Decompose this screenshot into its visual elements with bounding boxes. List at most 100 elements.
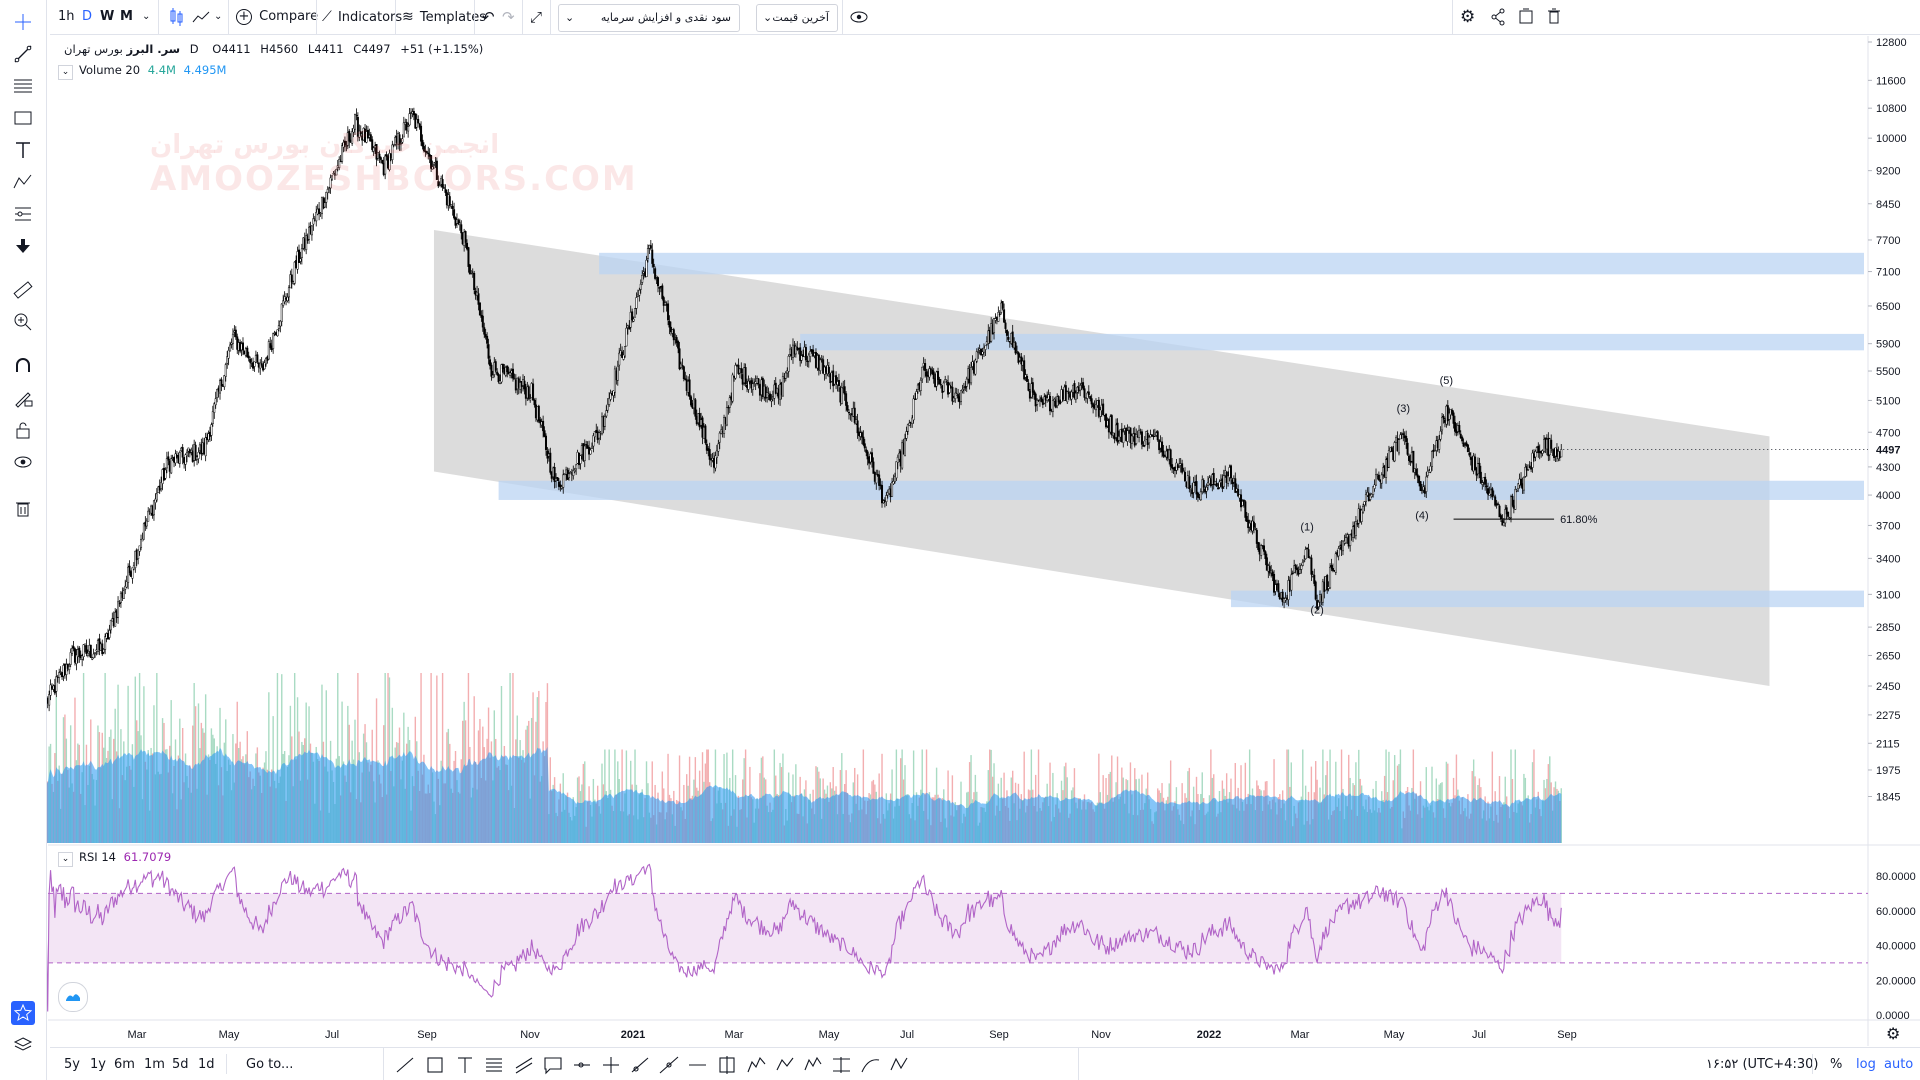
visibility-eye-icon[interactable] bbox=[11, 450, 35, 474]
range-1y[interactable]: 1y bbox=[90, 1057, 106, 1072]
range-5d[interactable]: 5d bbox=[172, 1057, 189, 1072]
candle-body bbox=[264, 357, 267, 365]
tool-trend-line-icon[interactable] bbox=[396, 1057, 414, 1073]
high-value: 4560 bbox=[268, 42, 299, 56]
symbol-name[interactable]: سر. البرز bbox=[126, 42, 181, 56]
candle-body bbox=[1255, 529, 1258, 544]
left-drawing-toolbar bbox=[0, 0, 47, 1080]
clock[interactable]: ۱۶:۵۲ (UTC+4:30) bbox=[1706, 1057, 1819, 1072]
collapse-volume-icon[interactable]: ⌄ bbox=[58, 65, 73, 80]
price-type-select[interactable]: ⌄ آخرین قیمت bbox=[756, 4, 838, 32]
tool-price-range-icon[interactable] bbox=[833, 1057, 850, 1073]
candle-body bbox=[140, 538, 143, 548]
volume-bar bbox=[1514, 749, 1517, 843]
tool-elliott-ae-icon[interactable] bbox=[804, 1056, 822, 1071]
compare-button[interactable]: + Compare bbox=[236, 0, 318, 34]
candle-body bbox=[227, 350, 230, 359]
volume-bar bbox=[1385, 749, 1387, 843]
pattern-icon[interactable] bbox=[11, 170, 35, 194]
tool-rectangle-icon[interactable] bbox=[427, 1057, 443, 1073]
trend-line-icon[interactable] bbox=[11, 42, 35, 66]
interval-w[interactable]: W bbox=[100, 9, 115, 24]
tool-elliott-abc-icon[interactable] bbox=[776, 1057, 794, 1071]
range-1m[interactable]: 1m bbox=[144, 1057, 165, 1072]
tool-cross-line-icon[interactable] bbox=[603, 1057, 619, 1073]
tool-channel-icon[interactable] bbox=[515, 1057, 533, 1074]
interval-dropdown-icon[interactable]: ⌄ bbox=[142, 11, 151, 22]
collapse-rsi-icon[interactable]: ⌄ bbox=[58, 852, 73, 867]
change-value: +51 (+1.15%) bbox=[400, 42, 484, 56]
layers-icon[interactable] bbox=[11, 1034, 35, 1058]
share-icon[interactable] bbox=[1490, 0, 1506, 34]
candle-body bbox=[1485, 485, 1488, 488]
zoom-in-icon[interactable] bbox=[11, 310, 35, 334]
candle-body bbox=[1377, 474, 1380, 481]
trash-icon[interactable] bbox=[1546, 0, 1562, 34]
candle-body bbox=[668, 321, 671, 328]
text-icon[interactable] bbox=[11, 138, 35, 162]
undo-icon[interactable]: ↶ bbox=[482, 8, 495, 26]
redo-icon[interactable]: ↷ bbox=[502, 8, 515, 26]
fib-retracement-icon[interactable] bbox=[11, 74, 35, 98]
templates-label: Templates bbox=[419, 10, 486, 25]
goto-button[interactable]: Go to... bbox=[246, 1057, 294, 1072]
snapshot-icon[interactable] bbox=[1518, 0, 1534, 34]
tool-horizontal-ray-icon[interactable] bbox=[574, 1062, 590, 1068]
lock-drawing-icon[interactable] bbox=[11, 386, 35, 410]
candle-body bbox=[181, 447, 184, 458]
interval-m[interactable]: M bbox=[120, 9, 133, 24]
candle-body bbox=[1087, 391, 1090, 396]
ruler-icon[interactable] bbox=[11, 278, 35, 302]
range-6m[interactable]: 6m bbox=[114, 1057, 135, 1072]
candle-body bbox=[970, 367, 973, 384]
magnet-icon[interactable] bbox=[11, 354, 35, 378]
candle-body bbox=[1138, 429, 1141, 438]
candle-body bbox=[1530, 467, 1533, 470]
axis-settings-gear-icon[interactable]: ⚙ bbox=[1886, 1024, 1901, 1043]
templates-button[interactable]: ≋ Templates bbox=[402, 0, 486, 34]
tool-ray-icon[interactable] bbox=[631, 1057, 649, 1073]
range-5y[interactable]: 5y bbox=[64, 1057, 80, 1072]
tool-fib-icon[interactable] bbox=[486, 1058, 502, 1072]
crosshair-icon[interactable] bbox=[11, 10, 35, 34]
tool-elliott-impulse-icon[interactable] bbox=[747, 1056, 766, 1073]
field-select[interactable]: ⌄ سود نقدی و افزایش سرمایه bbox=[558, 4, 740, 32]
unlock-icon[interactable] bbox=[11, 418, 35, 442]
tool-callout-icon[interactable] bbox=[544, 1057, 562, 1075]
candle-body bbox=[1162, 450, 1165, 457]
candle-body bbox=[893, 475, 896, 482]
settings-gear-icon[interactable]: ⚙ bbox=[1460, 7, 1476, 27]
delete-drawings-icon[interactable] bbox=[11, 496, 35, 520]
percent-toggle[interactable]: % bbox=[1830, 1057, 1843, 1072]
tool-pattern-icon[interactable] bbox=[890, 1057, 908, 1071]
arrow-down-icon[interactable] bbox=[11, 234, 35, 258]
volume-bar bbox=[1533, 749, 1535, 843]
prediction-icon[interactable] bbox=[11, 202, 35, 226]
interval-1h[interactable]: 1h bbox=[58, 9, 75, 24]
candle-style-icon[interactable] bbox=[168, 0, 184, 34]
candle-body bbox=[300, 248, 303, 259]
log-toggle[interactable]: log bbox=[1856, 1057, 1876, 1072]
auto-toggle[interactable]: auto bbox=[1884, 1057, 1914, 1072]
interval-d[interactable]: D bbox=[82, 9, 93, 24]
tool-brush-icon[interactable] bbox=[861, 1059, 880, 1073]
tool-text-icon[interactable] bbox=[458, 1057, 472, 1073]
candle-body bbox=[993, 318, 996, 334]
candle-body bbox=[932, 371, 935, 380]
range-1d[interactable]: 1d bbox=[198, 1057, 215, 1072]
indicators-button[interactable]: ⟋ Indicators bbox=[322, 0, 402, 34]
candle-body bbox=[1356, 522, 1359, 525]
tool-position-icon[interactable] bbox=[719, 1056, 735, 1074]
rectangle-icon[interactable] bbox=[11, 106, 35, 130]
eye-icon[interactable] bbox=[850, 0, 868, 34]
candle-body bbox=[769, 393, 772, 401]
rsi-tick-label: 0.0000 bbox=[1876, 1010, 1910, 1022]
line-style-icon[interactable] bbox=[192, 0, 210, 34]
tool-extended-line-icon[interactable] bbox=[659, 1056, 679, 1074]
favorites-star-icon[interactable] bbox=[11, 1001, 35, 1025]
fullscreen-icon[interactable]: ⤢ bbox=[530, 8, 543, 26]
style-dropdown-icon[interactable]: ⌄ bbox=[214, 11, 223, 22]
candle-body bbox=[1051, 400, 1054, 412]
candle-body bbox=[1370, 493, 1373, 498]
